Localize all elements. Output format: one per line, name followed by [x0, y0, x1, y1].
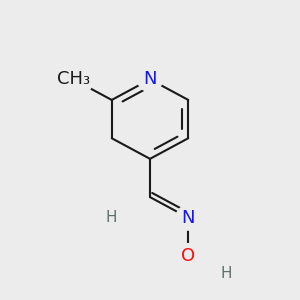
Circle shape	[103, 209, 121, 226]
Circle shape	[218, 265, 236, 283]
Text: H: H	[106, 210, 118, 225]
Circle shape	[138, 67, 162, 92]
Circle shape	[176, 206, 201, 230]
Text: N: N	[143, 70, 157, 88]
Text: CH₃: CH₃	[57, 70, 90, 88]
Circle shape	[54, 60, 93, 98]
Circle shape	[176, 244, 201, 268]
Text: O: O	[181, 247, 195, 265]
Text: N: N	[182, 209, 195, 227]
Text: H: H	[221, 266, 232, 281]
